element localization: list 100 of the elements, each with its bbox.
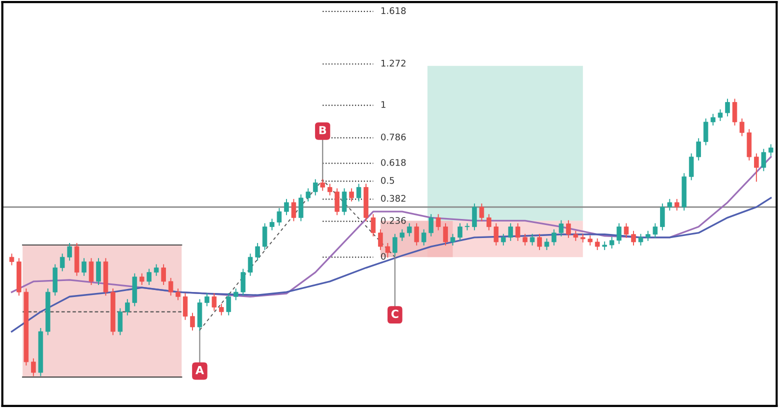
- candlestick: [182, 293, 188, 320]
- candlestick: [725, 98, 730, 116]
- candlestick: [313, 179, 318, 196]
- candlestick: [768, 144, 774, 156]
- candlestick: [558, 220, 564, 236]
- candlestick: [378, 229, 383, 250]
- candlestick: [718, 109, 723, 121]
- candlestick: [740, 118, 744, 136]
- candlestick: [652, 223, 658, 238]
- candlestick: [609, 236, 614, 249]
- candlestick: [761, 148, 766, 172]
- candlestick: [349, 188, 354, 202]
- candlestick: [306, 188, 311, 202]
- candlestick: [118, 308, 123, 336]
- candlestick: [624, 223, 629, 238]
- candlestick: [240, 268, 246, 296]
- ref-line-label: 0.382: [381, 194, 406, 202]
- candlestick: [588, 235, 593, 246]
- candlestick: [9, 254, 14, 266]
- candlestick: [674, 198, 680, 211]
- candlestick: [291, 198, 296, 222]
- ref-line-label: 0.618: [381, 159, 406, 166]
- candlestick: [262, 223, 268, 250]
- annotation: A: [195, 366, 204, 374]
- candlestick: [327, 184, 332, 196]
- candlestick: [688, 153, 694, 180]
- candlestick: [204, 293, 210, 306]
- ref-line-label: 1.272: [381, 60, 406, 66]
- candlestick: [370, 214, 376, 236]
- annotation: B: [319, 126, 326, 134]
- candlestick: [458, 223, 462, 241]
- ref-line-label: 0.5: [381, 177, 394, 184]
- candlestick: [754, 153, 759, 182]
- candlestick: [710, 114, 716, 126]
- candlestick: [530, 234, 535, 246]
- candlestick: [284, 198, 289, 216]
- candlestick: [428, 214, 434, 236]
- ref-line-label: 1.618: [381, 7, 406, 14]
- candlestick: [508, 223, 513, 241]
- candlestick: [334, 188, 340, 216]
- candlestick: [407, 223, 412, 236]
- candlestick: [226, 293, 232, 316]
- candlestick: [479, 204, 484, 222]
- candlestick: [486, 214, 492, 230]
- candlestick: [522, 234, 528, 246]
- candlestick: [594, 238, 600, 250]
- candlestick: [31, 358, 36, 376]
- candlestick: [161, 264, 166, 285]
- candlestick: [320, 179, 325, 191]
- candlestick: [443, 223, 448, 246]
- candlestick: [552, 229, 556, 246]
- candlestick: [400, 229, 405, 241]
- candlestick: [660, 204, 665, 230]
- ref-line-label: 1: [381, 101, 386, 108]
- candlestick: [436, 214, 441, 230]
- candlestick: [494, 223, 499, 246]
- candlestick: [168, 278, 174, 296]
- candlestick: [573, 230, 578, 241]
- candlestick: [60, 254, 65, 272]
- candlestick: [646, 230, 650, 241]
- candlestick: [154, 264, 159, 276]
- candlestick: [139, 273, 144, 285]
- candlestick: [667, 198, 672, 211]
- candlestick: [88, 258, 94, 285]
- candlestick: [696, 138, 701, 160]
- candlestick: [732, 98, 738, 126]
- annotation: C: [391, 310, 398, 318]
- candlestick: [356, 184, 362, 202]
- candlestick: [146, 268, 152, 285]
- candlestick: [638, 234, 644, 246]
- candlestick: [342, 188, 347, 216]
- candlestick: [464, 223, 470, 230]
- candlestick: [176, 288, 180, 300]
- ref-line-label: 0.786: [381, 134, 406, 140]
- candlestick: [450, 234, 456, 246]
- candlestick: [537, 234, 542, 250]
- candlestick: [248, 254, 253, 276]
- candlestick: [67, 242, 72, 261]
- candlestick: [385, 242, 390, 258]
- candlestick: [414, 223, 419, 246]
- candlestick: [631, 230, 636, 246]
- candlestick: [500, 234, 506, 246]
- candlestick: [219, 304, 224, 316]
- candlestick: [703, 118, 708, 146]
- candlestick: [566, 220, 571, 238]
- candlestick: [233, 288, 238, 300]
- candlestick: [298, 194, 304, 222]
- candlestick: [125, 299, 130, 316]
- candlestick: [82, 258, 86, 276]
- candlestick: [616, 223, 622, 244]
- candlestick: [270, 218, 274, 230]
- candlestick: [96, 258, 101, 285]
- candlestick: [472, 204, 477, 230]
- candlestick: [190, 312, 195, 331]
- candlestick: [392, 234, 398, 256]
- ref-line-label: 0.236: [381, 217, 406, 224]
- candlestick: [255, 242, 260, 261]
- ref-line-label: 0: [381, 252, 386, 260]
- candlestick: [276, 208, 282, 226]
- candlestick: [421, 229, 426, 246]
